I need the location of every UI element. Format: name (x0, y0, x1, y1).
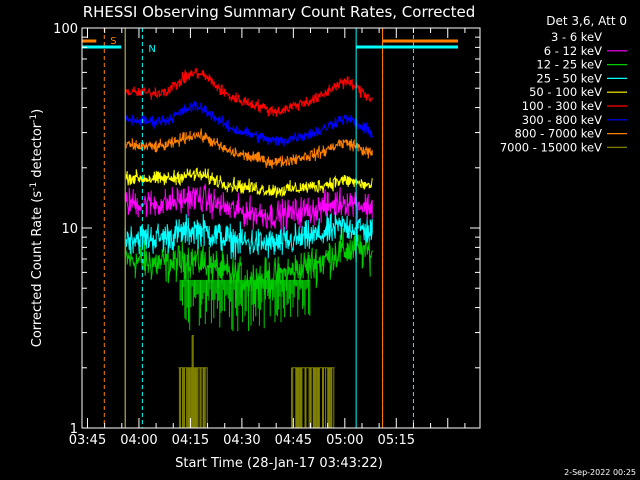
series-line-100-300keV (124, 67, 373, 118)
legend-title: Det 3,6, Att 0 (546, 14, 627, 28)
legend-label: 50 - 100 keV (529, 85, 602, 99)
y-tick-label: 100 (53, 22, 78, 37)
legend-label: 3 - 6 keV (551, 30, 602, 44)
y-axis-label-mid: detector (30, 122, 45, 182)
y-axis-label-sup1: -1 (29, 182, 39, 191)
legend-label: 300 - 800 keV (522, 113, 602, 127)
legend-label: 6 - 12 keV (544, 44, 602, 58)
y-axis-label-end: ) (30, 109, 45, 114)
series-line-50-100keV (124, 167, 373, 198)
plot-area (124, 67, 373, 428)
y-tick-label: 10 (61, 222, 78, 237)
series-line-25-50keV (124, 211, 373, 261)
series-line-300-800keV (124, 100, 373, 147)
y-axis-label: Corrected Count Rate (s-1 detector-1) (29, 109, 45, 347)
night-label: N (148, 44, 155, 55)
x-tick-label: 04:45 (275, 433, 312, 448)
legend-label: 100 - 300 keV (522, 99, 602, 113)
x-tick-label: 04:30 (223, 433, 260, 448)
y-axis-label-main: Corrected Count Rate (s (30, 191, 45, 348)
series-line-800-7000keV (124, 128, 373, 169)
axes: 1 10 100 03:45 04:00 04:15 04:30 04:45 05:00 05:1… (53, 22, 481, 448)
legend-label: 800 - 7000 keV (514, 127, 602, 141)
y-axis-label-sup2: -1 (29, 114, 39, 123)
legend-label: 25 - 50 keV (536, 71, 602, 85)
x-tick-label: 03:45 (69, 433, 106, 448)
series-line-6-12keV (124, 183, 373, 234)
legend-label: 7000 - 15000 keV (500, 140, 602, 154)
marker-lines: SN (82, 28, 458, 428)
legend-label: 12 - 25 keV (536, 58, 602, 72)
saa-label: S (110, 36, 116, 47)
chart-title: RHESSI Observing Summary Count Rates, Co… (83, 3, 476, 21)
x-tick-label: 05:00 (326, 433, 363, 448)
x-tick-label: 04:00 (120, 433, 157, 448)
series-spikes-7000-15000keV (178, 335, 335, 428)
y-tick-label: 1 (70, 422, 78, 437)
footer-timestamp: 2-Sep-2022 00:25 (564, 468, 636, 477)
x-axis-label: Start Time (28-Jan-17 03:43:22) (175, 456, 383, 471)
x-tick-label: 04:15 (172, 433, 209, 448)
x-tick-label: 05:15 (378, 433, 415, 448)
series-line-3-6keV (124, 145, 373, 198)
series-spikes-12-25keV (179, 279, 311, 332)
